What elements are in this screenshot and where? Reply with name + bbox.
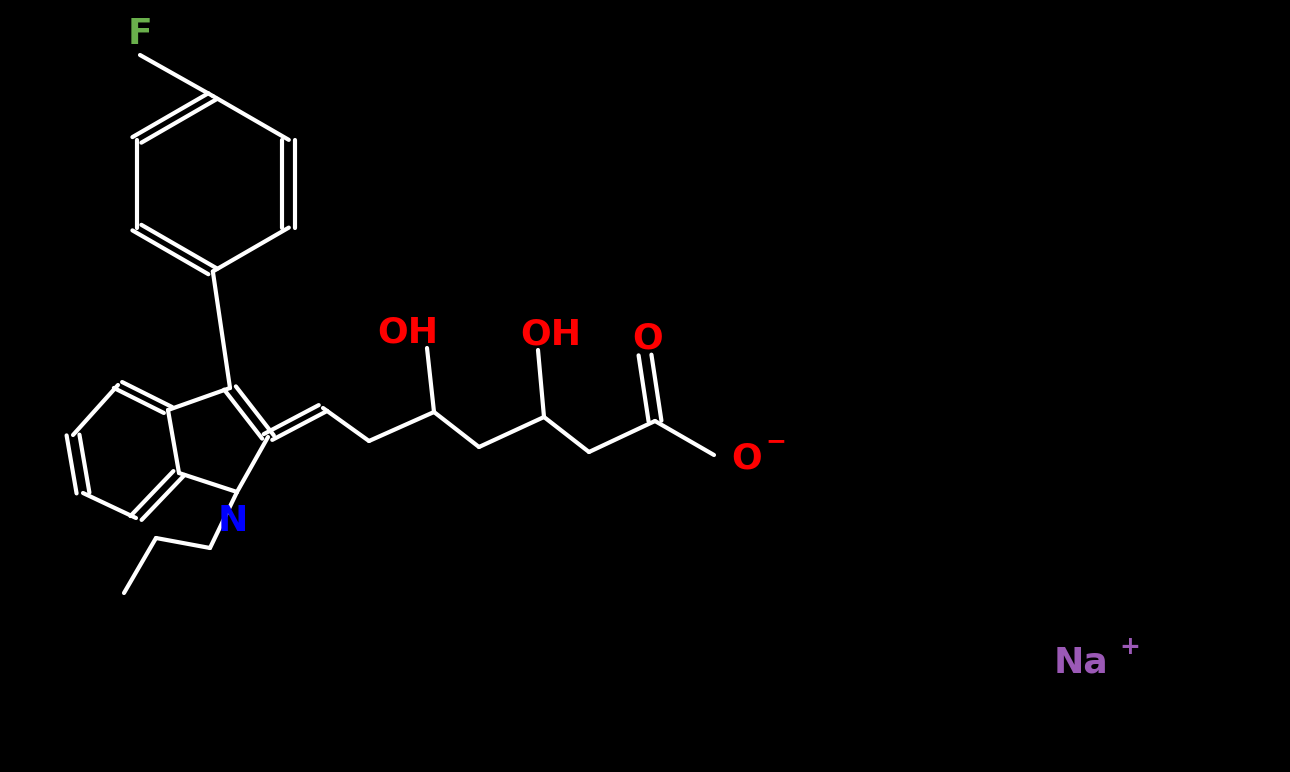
Text: F: F (128, 17, 152, 51)
Text: O: O (632, 321, 663, 355)
Text: +: + (1120, 635, 1140, 659)
Text: OH: OH (377, 316, 439, 350)
Text: Na: Na (1054, 645, 1108, 679)
Text: −: − (765, 429, 787, 453)
Text: O: O (731, 442, 761, 476)
Text: OH: OH (520, 317, 582, 351)
Text: N: N (218, 504, 248, 538)
